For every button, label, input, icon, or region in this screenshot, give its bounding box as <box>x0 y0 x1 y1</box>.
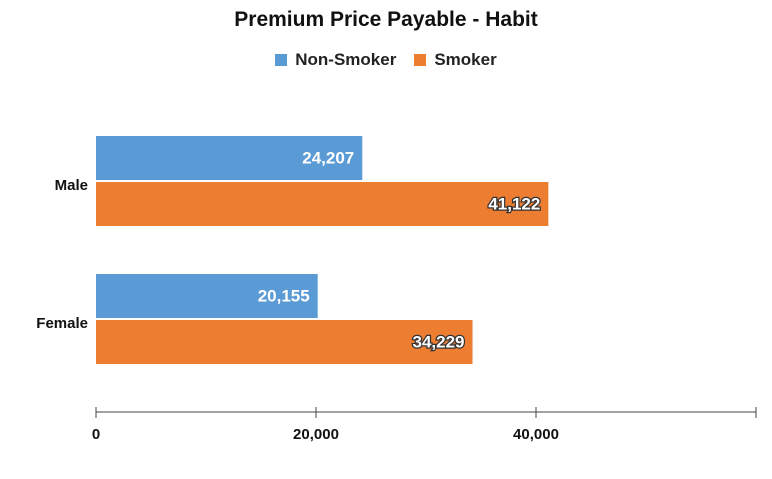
bar-female-smoker <box>96 320 473 364</box>
x-tick-label: 0 <box>92 426 100 443</box>
legend-swatch-smoker <box>414 54 427 66</box>
data-label-female-non-smoker: 20,155 <box>258 286 310 305</box>
legend: Non-Smoker Smoker <box>0 50 772 70</box>
legend-label-non-smoker: Non-Smoker <box>295 50 397 69</box>
data-label-male-non-smoker: 24,207 <box>302 148 354 167</box>
bar-male-smoker <box>96 182 549 226</box>
x-tick-label: 20,000 <box>293 426 339 443</box>
bar-female-non-smoker <box>96 274 318 318</box>
legend-item-smoker: Smoker <box>414 50 497 70</box>
chart-title: Premium Price Payable - Habit <box>234 8 538 31</box>
data-label-female-smoker: 34,229 <box>413 332 465 351</box>
data-label-male-smoker: 41,122 <box>488 194 540 213</box>
legend-swatch-non-smoker <box>275 54 288 66</box>
category-label-female: Female <box>36 315 88 332</box>
legend-item-non-smoker: Non-Smoker <box>275 50 396 70</box>
bar-male-non-smoker <box>96 136 363 180</box>
x-tick-label: 40,000 <box>513 426 559 443</box>
legend-label-smoker: Smoker <box>434 50 497 69</box>
category-label-male: Male <box>55 177 88 194</box>
